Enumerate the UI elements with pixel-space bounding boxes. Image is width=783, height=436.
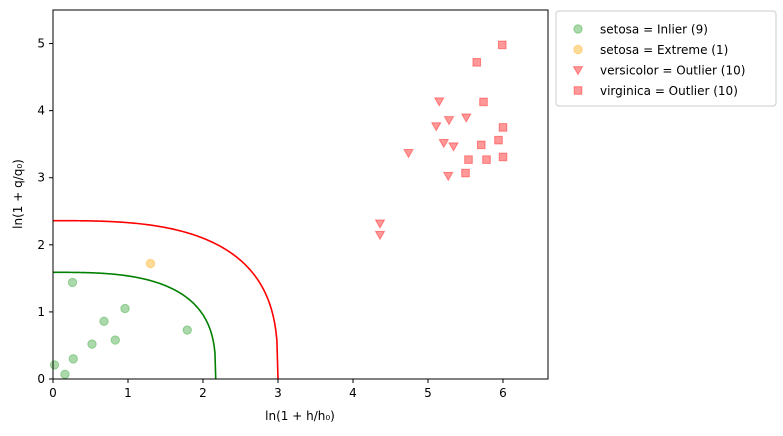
data-point-series-3 — [430, 122, 442, 132]
data-point-series-1 — [182, 325, 192, 335]
data-point-series-3 — [460, 113, 472, 123]
x-tick-label: 1 — [124, 386, 132, 400]
legend-marker-3 — [572, 66, 584, 76]
x-axis-ticks: 0 1 2 3 4 5 6 — [49, 379, 507, 400]
plot-area-frame — [52, 9, 549, 380]
data-point-series-2 — [145, 258, 156, 269]
data-point-series-3 — [438, 138, 450, 149]
data-point-series-3 — [443, 116, 455, 126]
legend-frame — [555, 10, 777, 107]
data-point-series-1 — [60, 369, 70, 380]
data-point-series-3 — [403, 149, 414, 159]
data-point-series-3 — [374, 219, 386, 229]
data-point-series-4 — [472, 58, 482, 67]
legend-label-2: setosa = Extreme (1) — [600, 43, 728, 57]
boundary-curve-1 — [53, 271, 217, 380]
legend-marker-4 — [573, 86, 583, 95]
data-point-series-4 — [498, 152, 508, 162]
data-point-series-1 — [99, 316, 109, 327]
data-point-series-1 — [87, 339, 97, 349]
data-point-series-3 — [374, 230, 386, 241]
data-point-series-1 — [110, 335, 120, 345]
y-tick-label: 3 — [37, 171, 45, 185]
legend-label-1: setosa = Inlier (9) — [600, 23, 708, 37]
y-tick-label: 4 — [37, 104, 45, 118]
y-axis-title: ln(1 + q/q₀) — [11, 159, 25, 229]
y-axis-ticks: 0 1 2 3 4 5 — [37, 37, 53, 386]
data-point-series-4 — [494, 135, 503, 145]
x-tick-label: 4 — [349, 386, 357, 400]
y-tick-label: 1 — [37, 305, 45, 319]
data-point-series-1 — [68, 354, 78, 364]
legend-label-3: versicolor = Outlier (10) — [600, 64, 745, 78]
data-point-series-4 — [476, 140, 486, 150]
legend-label-4: virginica = Outlier (10) — [600, 84, 738, 98]
y-tick-label: 2 — [37, 238, 45, 252]
x-tick-label: 2 — [199, 386, 207, 400]
data-point-series-1 — [67, 277, 78, 288]
decision-boundaries — [53, 219, 279, 380]
boundary-curve-2 — [53, 219, 279, 380]
y-tick-label: 5 — [37, 37, 45, 51]
y-tick-label: 0 — [37, 372, 45, 386]
data-point-series-4 — [497, 40, 507, 50]
data-point-series-4 — [498, 123, 508, 132]
data-points — [49, 40, 508, 380]
data-point-series-3 — [442, 171, 454, 182]
data-point-series-3 — [433, 97, 445, 107]
x-tick-label: 6 — [499, 386, 507, 400]
x-tick-label: 5 — [424, 386, 432, 400]
x-axis-title: ln(1 + h/h₀) — [265, 409, 335, 423]
legend-marker-2 — [573, 44, 583, 55]
data-point-series-4 — [461, 168, 470, 178]
data-point-series-1 — [49, 360, 60, 370]
x-tick-label: 0 — [49, 386, 57, 400]
data-point-series-4 — [482, 155, 491, 164]
data-point-series-3 — [448, 142, 459, 152]
legend-marker-1 — [573, 24, 583, 34]
data-point-series-4 — [479, 97, 488, 107]
legend: setosa = Inlier (9) setosa = Extreme (1) v… — [555, 10, 777, 107]
data-point-series-4 — [464, 155, 473, 164]
data-point-series-1 — [120, 303, 130, 314]
x-tick-label: 3 — [274, 386, 282, 400]
